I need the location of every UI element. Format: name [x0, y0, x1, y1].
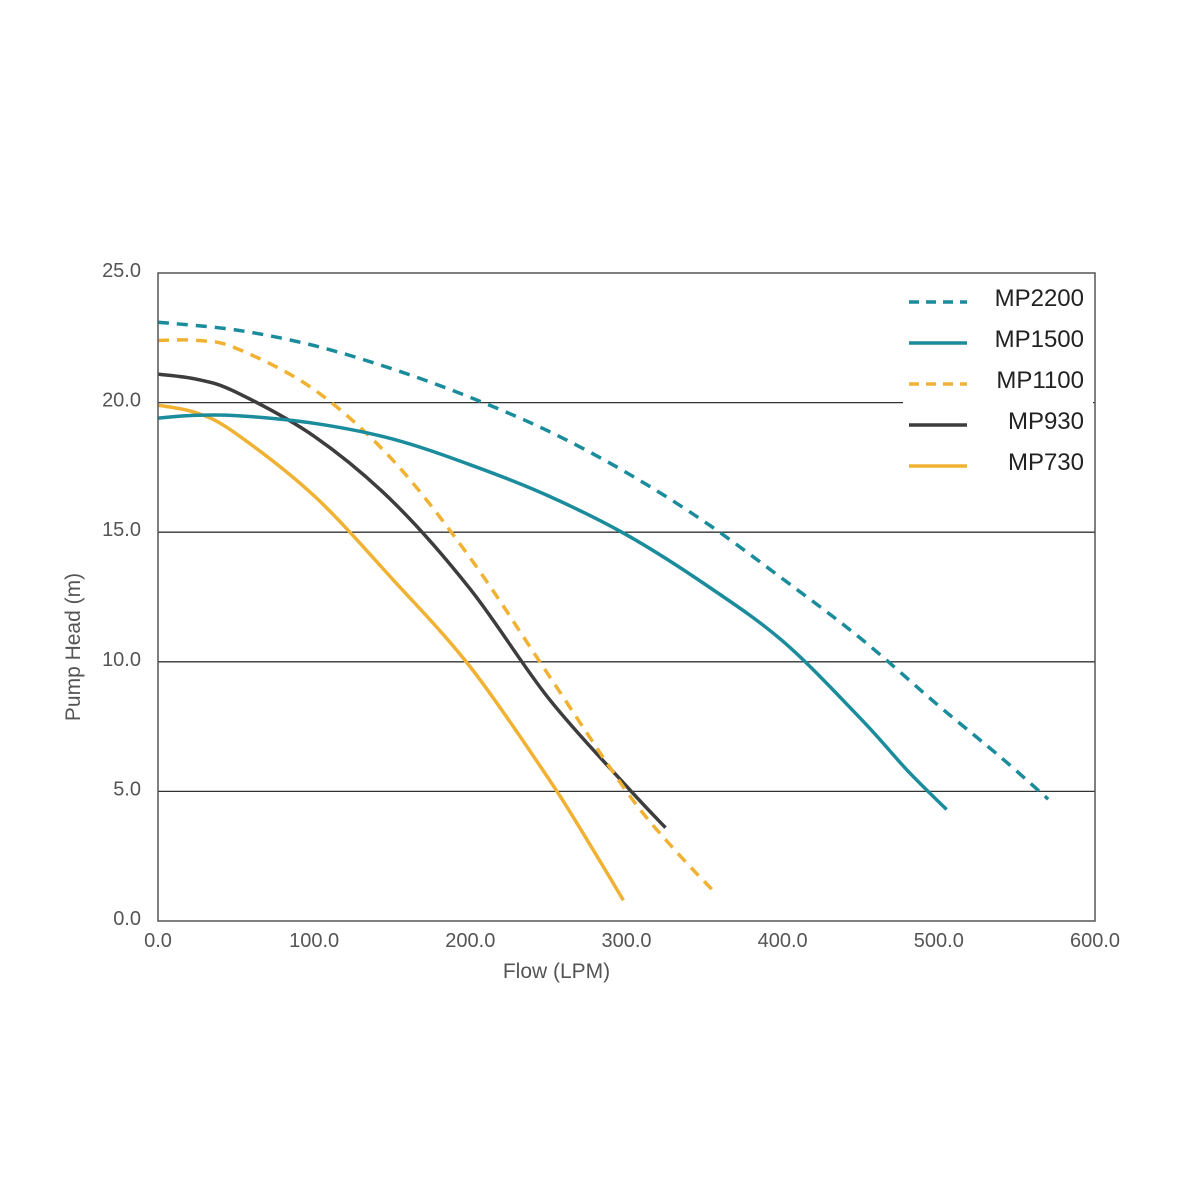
x-tick-label: 600.0: [1070, 930, 1120, 952]
legend: MP2200 MP1500 MP1100 MP930 MP730: [909, 285, 1084, 476]
y-tick-label: 0.0: [113, 908, 141, 930]
x-tick-label: 100.0: [289, 930, 339, 952]
legend-background: [903, 281, 1093, 473]
legend-label: MP2200: [995, 285, 1084, 312]
legend-box: [903, 281, 1093, 473]
y-tick-label: 5.0: [113, 778, 141, 800]
legend-item-mp1100: MP1100: [909, 367, 1084, 394]
y-axis-title: Pump Head (m): [62, 573, 85, 721]
y-axis-ticks: 0.0 5.0 10.0 15.0 20.0 25.0: [102, 260, 141, 930]
plot-area-frame: [157, 272, 1096, 922]
y-tick-label: 25.0: [102, 260, 141, 282]
series-lines: [157, 320, 1050, 902]
series-line-mp930: [157, 372, 667, 829]
legend-item-mp2200: MP2200: [909, 285, 1084, 312]
x-tick-label: 400.0: [758, 930, 808, 952]
legend-label: MP1500: [995, 326, 1084, 353]
x-tick-label: 0.0: [144, 930, 172, 952]
y-tick-label: 15.0: [102, 519, 141, 541]
series-line-mp2200: [157, 320, 1050, 801]
legend-label: MP930: [1008, 408, 1084, 435]
legend-label: MP1100: [996, 367, 1084, 394]
y-tick-label: 10.0: [102, 649, 141, 671]
legend-item-mp1500: MP1500: [909, 326, 1084, 353]
x-tick-label: 200.0: [445, 930, 495, 952]
x-axis-title: Flow (LPM): [503, 960, 610, 983]
x-tick-label: 500.0: [914, 930, 964, 952]
x-tick-label: 300.0: [601, 930, 651, 952]
legend-item-mp930: MP930: [909, 408, 1084, 435]
series-line-mp1100: [157, 338, 714, 892]
legend-label: MP730: [1008, 449, 1084, 476]
y-tick-label: 20.0: [102, 390, 141, 412]
series-line-mp1500: [157, 413, 948, 811]
series-line-mp730: [157, 403, 625, 902]
legend-item-mp730: MP730: [909, 449, 1084, 476]
x-axis-ticks: 0.0 100.0 200.0 300.0 400.0 500.0 600.0: [144, 930, 1120, 952]
